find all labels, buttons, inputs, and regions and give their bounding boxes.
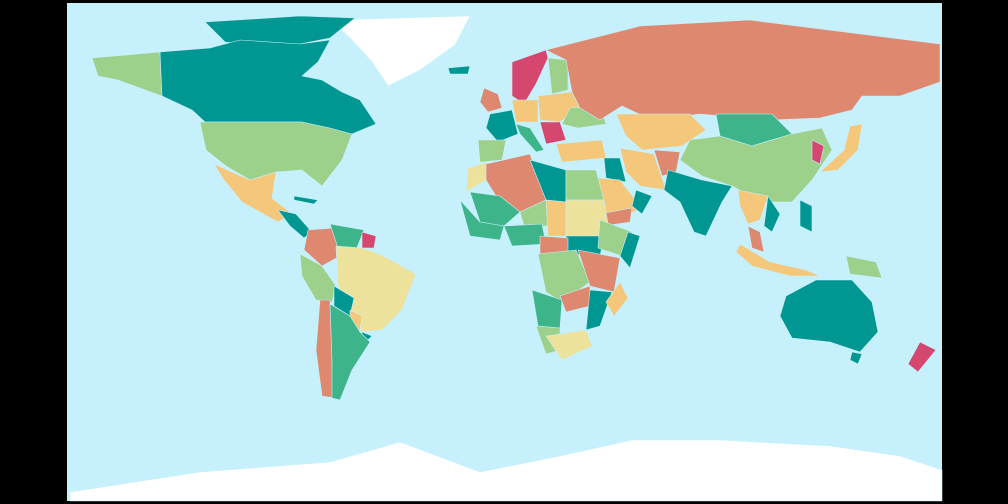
region-argentina xyxy=(329,303,371,401)
region-peru xyxy=(299,253,337,303)
region-korea xyxy=(811,139,825,165)
region-canada xyxy=(159,39,377,135)
region-west-africa xyxy=(459,199,505,241)
region-iran xyxy=(619,147,667,191)
region-france xyxy=(485,109,519,143)
region-spain xyxy=(477,139,507,163)
region-antarctica xyxy=(69,439,943,502)
region-new-zealand xyxy=(907,341,937,373)
country-layer xyxy=(69,15,943,502)
region-germany xyxy=(511,99,539,123)
region-italy xyxy=(515,123,545,153)
region-philippines xyxy=(799,199,813,233)
region-mozambique xyxy=(585,289,613,331)
region-china xyxy=(679,127,833,203)
region-finland xyxy=(547,57,569,95)
region-mali xyxy=(469,191,521,227)
region-madagascar xyxy=(605,281,629,317)
region-malaysia xyxy=(747,225,765,253)
region-india xyxy=(663,169,733,237)
region-australia xyxy=(779,279,879,353)
region-guiana xyxy=(361,231,377,249)
region-vietnam xyxy=(763,195,781,233)
region-usa xyxy=(199,121,353,187)
region-chad xyxy=(545,199,567,237)
region-balkans xyxy=(539,121,567,145)
region-tasmania xyxy=(849,351,863,365)
region-iceland xyxy=(447,65,471,75)
region-indochina xyxy=(737,189,769,225)
region-russia xyxy=(545,19,941,121)
region-kazakhstan xyxy=(615,113,707,151)
region-greenland xyxy=(329,15,471,87)
region-afghanistan xyxy=(653,149,681,177)
region-iraq xyxy=(603,157,627,183)
region-turkey xyxy=(555,139,607,163)
region-indonesia xyxy=(735,243,821,277)
region-britain xyxy=(479,87,503,113)
region-new-guinea xyxy=(845,255,883,279)
region-oman xyxy=(631,189,653,215)
region-colombia xyxy=(303,227,341,267)
region-south-africa xyxy=(545,329,593,361)
region-japan xyxy=(819,123,863,173)
region-somalia xyxy=(619,231,641,269)
region-cuba xyxy=(293,195,319,205)
